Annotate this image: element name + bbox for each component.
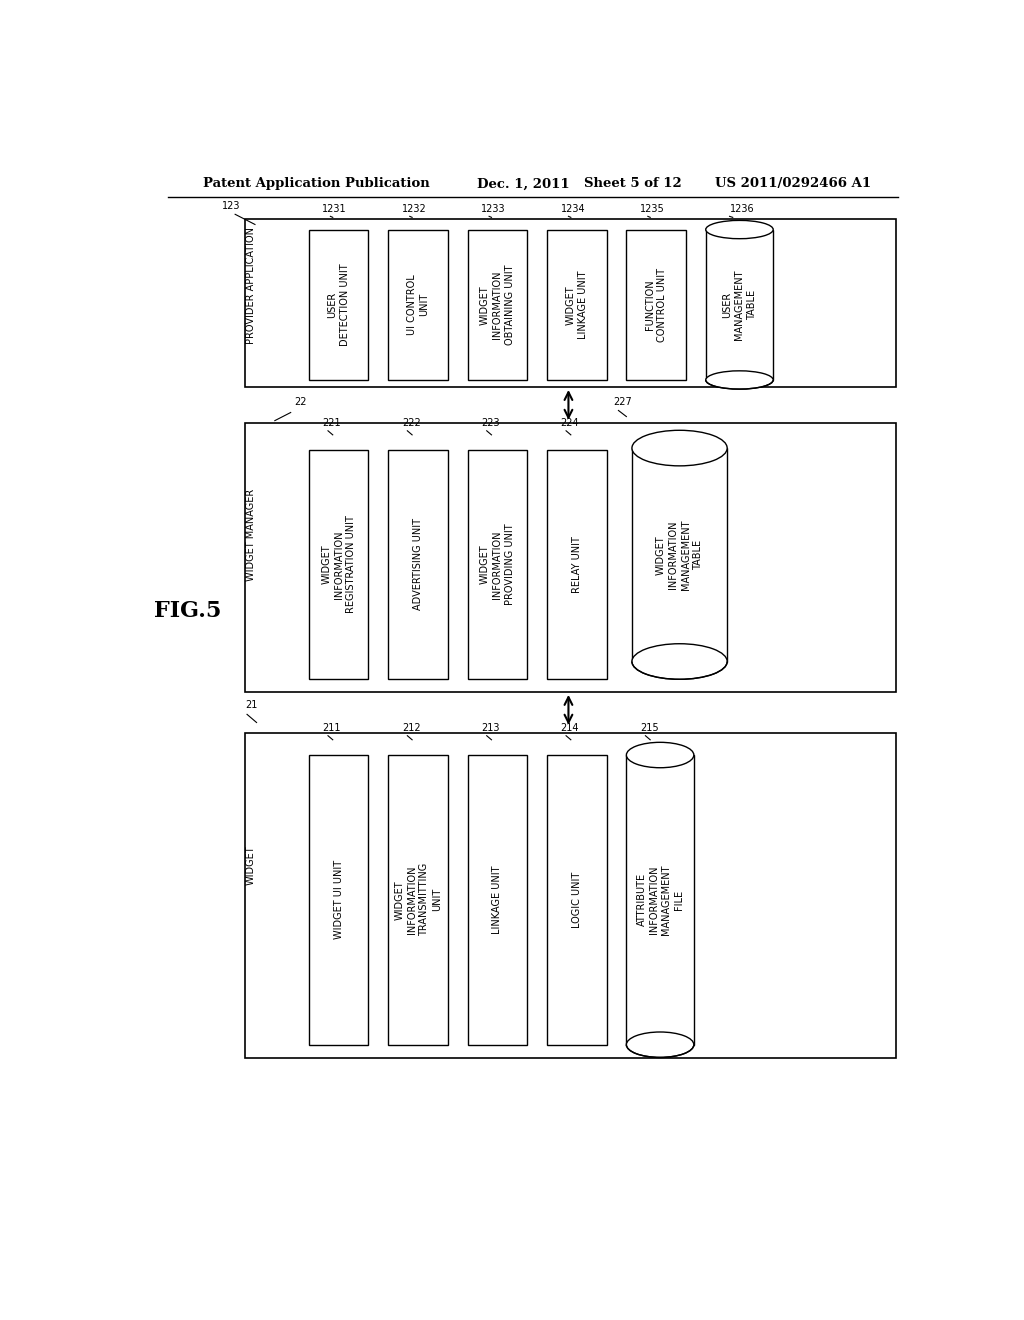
Text: 1231: 1231 <box>323 205 347 214</box>
Text: LOGIC UNIT: LOGIC UNIT <box>571 871 582 928</box>
Text: 224: 224 <box>560 417 580 428</box>
Bar <box>547 230 606 380</box>
Bar <box>388 755 447 1044</box>
Bar <box>632 447 727 661</box>
Text: Sheet 5 of 12: Sheet 5 of 12 <box>585 177 682 190</box>
Text: WIDGET
INFORMATION
OBTAINING UNIT: WIDGET INFORMATION OBTAINING UNIT <box>480 264 515 345</box>
Ellipse shape <box>632 430 727 466</box>
Text: WIDGET UI UNIT: WIDGET UI UNIT <box>334 861 344 940</box>
Bar <box>246 733 896 1057</box>
Text: WIDGET
INFORMATION
REGISTRATION UNIT: WIDGET INFORMATION REGISTRATION UNIT <box>322 516 356 614</box>
Bar <box>388 230 447 380</box>
Text: ADVERTISING UNIT: ADVERTISING UNIT <box>413 519 423 610</box>
Text: 1233: 1233 <box>481 205 506 214</box>
Text: 212: 212 <box>401 722 421 733</box>
Text: 1236: 1236 <box>729 205 754 214</box>
Text: WIDGET
LINKAGE UNIT: WIDGET LINKAGE UNIT <box>565 271 588 339</box>
Text: 215: 215 <box>640 722 658 733</box>
Bar <box>627 230 686 380</box>
Bar <box>309 230 369 380</box>
Ellipse shape <box>706 371 773 389</box>
Text: 22: 22 <box>295 397 307 408</box>
Text: Patent Application Publication: Patent Application Publication <box>204 177 430 190</box>
Text: USER
MANAGEMENT
TABLE: USER MANAGEMENT TABLE <box>722 269 757 341</box>
Text: LINKAGE UNIT: LINKAGE UNIT <box>493 866 503 935</box>
Bar <box>468 230 527 380</box>
Bar <box>246 422 896 692</box>
Ellipse shape <box>706 220 773 239</box>
Text: 214: 214 <box>560 722 579 733</box>
Text: 1234: 1234 <box>560 205 585 214</box>
Text: 21: 21 <box>246 701 258 710</box>
Bar <box>246 219 896 387</box>
Text: 1235: 1235 <box>640 205 665 214</box>
Text: PROVIDER APPLICATION: PROVIDER APPLICATION <box>246 227 256 345</box>
Text: 213: 213 <box>481 722 500 733</box>
Text: Dec. 1, 2011: Dec. 1, 2011 <box>477 177 569 190</box>
Text: 227: 227 <box>613 397 633 408</box>
Text: ATTRIBUTE
INFORMATION
MANAGEMENT
FILE: ATTRIBUTE INFORMATION MANAGEMENT FILE <box>637 865 684 935</box>
Text: FIG.5: FIG.5 <box>154 599 221 622</box>
Text: 221: 221 <box>323 417 341 428</box>
Text: WIDGET
INFORMATION
TRANSMITTING
UNIT: WIDGET INFORMATION TRANSMITTING UNIT <box>394 863 441 936</box>
Text: 123: 123 <box>221 201 241 211</box>
Bar <box>547 450 606 678</box>
Text: UI CONTROL
UNIT: UI CONTROL UNIT <box>407 275 429 335</box>
Text: US 2011/0292466 A1: US 2011/0292466 A1 <box>715 177 871 190</box>
Bar <box>468 755 527 1044</box>
Text: 211: 211 <box>323 722 341 733</box>
Bar <box>388 450 447 678</box>
Text: 223: 223 <box>481 417 500 428</box>
Text: WIDGET: WIDGET <box>246 845 256 884</box>
Text: RELAY UNIT: RELAY UNIT <box>571 536 582 593</box>
Bar <box>468 450 527 678</box>
Bar <box>706 230 773 380</box>
Text: USER
DETECTION UNIT: USER DETECTION UNIT <box>328 264 350 346</box>
Bar <box>627 755 694 1044</box>
Bar <box>547 755 606 1044</box>
Text: WIDGET
INFORMATION
MANAGEMENT
TABLE: WIDGET INFORMATION MANAGEMENT TABLE <box>656 520 703 590</box>
Bar <box>309 450 369 678</box>
Ellipse shape <box>627 742 694 768</box>
Text: FUNCTION
CONTROL UNIT: FUNCTION CONTROL UNIT <box>645 268 668 342</box>
Text: WIDGET MANAGER: WIDGET MANAGER <box>246 488 256 581</box>
Text: 222: 222 <box>401 417 421 428</box>
Text: WIDGET
INFORMATION
PROVIDING UNIT: WIDGET INFORMATION PROVIDING UNIT <box>480 524 515 606</box>
Ellipse shape <box>632 644 727 680</box>
Bar <box>309 755 369 1044</box>
Ellipse shape <box>627 1032 694 1057</box>
Text: 1232: 1232 <box>401 205 427 214</box>
